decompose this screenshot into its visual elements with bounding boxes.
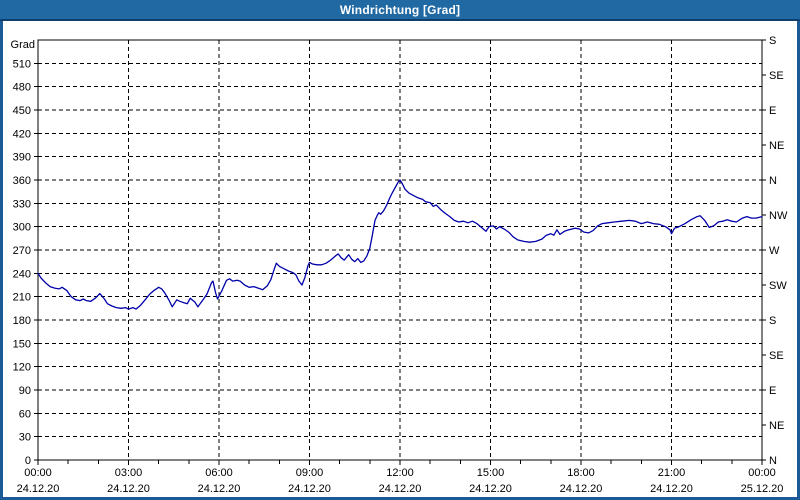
x-axis-major: 00:00 24.12.20 03:00 24.12.20 06:00 24.12.20 0…: [17, 460, 784, 495]
x-time-label: 03:00: [115, 467, 143, 479]
y-right-tick-label: E: [769, 105, 776, 117]
x-date-label: 24.12.20: [650, 483, 693, 495]
x-date-label: 24.12.20: [560, 483, 603, 495]
y-right-tick-label: N: [769, 455, 777, 467]
x-time-label: 06:00: [205, 467, 233, 479]
horizontal-gridlines: [38, 62, 762, 438]
x-time-label: 12:00: [386, 467, 414, 479]
y-left-tick-label: 120: [13, 362, 31, 374]
x-time-label: 09:00: [296, 467, 324, 479]
y-right-tick-label: W: [769, 245, 780, 257]
y-left-tick-label: 510: [13, 58, 31, 70]
x-time-label: 21:00: [658, 467, 686, 479]
y-right-tick-label: E: [769, 385, 776, 397]
y-right-tick-label: S: [769, 315, 776, 327]
y-left-tick-label: 150: [13, 338, 31, 350]
y-right-tick-label: SE: [769, 70, 784, 82]
y-left-tick-label: 30: [19, 432, 31, 444]
y-right-tick-label: SE: [769, 350, 784, 362]
x-date-label: 24.12.20: [198, 483, 241, 495]
y-axis-left-title: Grad: [11, 39, 35, 51]
x-date-label: 24.12.20: [288, 483, 331, 495]
y-left-tick-label: 330: [13, 198, 31, 210]
y-right-tick-label: NE: [769, 140, 784, 152]
x-date-label: 24.12.20: [469, 483, 512, 495]
y-left-tick-label: 480: [13, 82, 31, 94]
y-right-tick-label: SW: [769, 280, 787, 292]
y-left-tick-label: 390: [13, 152, 31, 164]
x-date-label: 24.12.20: [379, 483, 422, 495]
x-date-label: 25.12.20: [741, 483, 784, 495]
y-right-tick-label: NW: [769, 210, 788, 222]
y-left-tick-label: 360: [13, 175, 31, 187]
y-left-tick-label: 270: [13, 245, 31, 257]
window-title: Windrichtung [Grad]: [339, 2, 461, 17]
wind-direction-line: [37, 179, 763, 310]
y-right-tick-label: N: [769, 175, 777, 187]
y-left-tick-label: 300: [13, 222, 31, 234]
y-right-tick-label: NE: [769, 420, 784, 432]
y-left-tick-label: 210: [13, 292, 31, 304]
y-left-tick-label: 450: [13, 105, 31, 117]
y-axis-right: S SE E NE N NW W SW S SE E NE N: [762, 35, 788, 467]
vertical-gridlines: [128, 40, 672, 460]
y-left-tick-label: 240: [13, 268, 31, 280]
window-titlebar: Windrichtung [Grad]: [0, 0, 800, 21]
y-right-tick-label: S: [769, 35, 776, 47]
y-left-tick-label: 90: [19, 385, 31, 397]
x-date-label: 24.12.20: [107, 483, 150, 495]
x-time-label: 00:00: [24, 467, 52, 479]
y-left-tick-label: 60: [19, 408, 31, 420]
y-axis-left: 0 30 60 90 120 150 180 210 240 270 300 330 360 390 420…: [13, 58, 38, 467]
x-time-label: 18:00: [567, 467, 595, 479]
x-date-label: 24.12.20: [17, 483, 60, 495]
x-time-label: 15:00: [477, 467, 505, 479]
y-left-tick-label: 420: [13, 128, 31, 140]
y-left-tick-label: 0: [25, 455, 31, 467]
x-time-label: 00:00: [748, 467, 776, 479]
y-left-tick-label: 180: [13, 315, 31, 327]
